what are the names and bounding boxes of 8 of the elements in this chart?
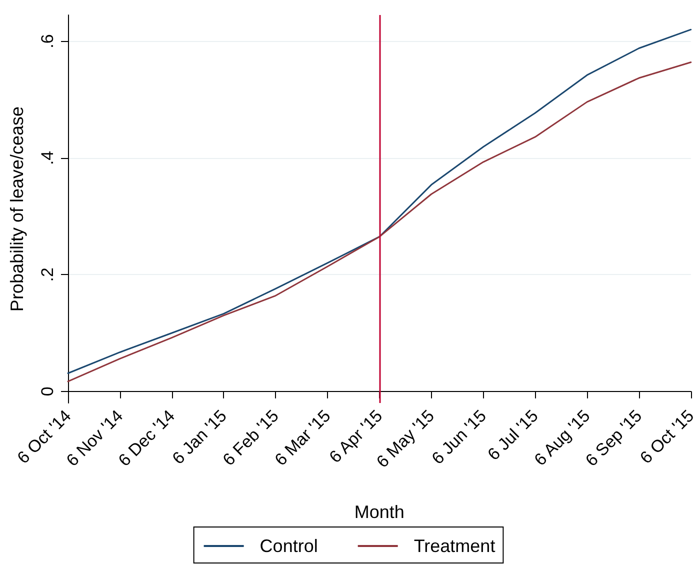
y-tick-label: 0 — [38, 386, 57, 396]
y-tick-label: .6 — [38, 34, 57, 48]
legend-label: Control — [260, 536, 318, 556]
y-tick-label: .4 — [38, 150, 57, 166]
y-tick-label: .2 — [38, 268, 57, 282]
x-axis-title: Month — [354, 502, 404, 522]
y-axis-title: Probability of leave/cease — [7, 106, 27, 312]
legend-label: Treatment — [414, 536, 496, 556]
